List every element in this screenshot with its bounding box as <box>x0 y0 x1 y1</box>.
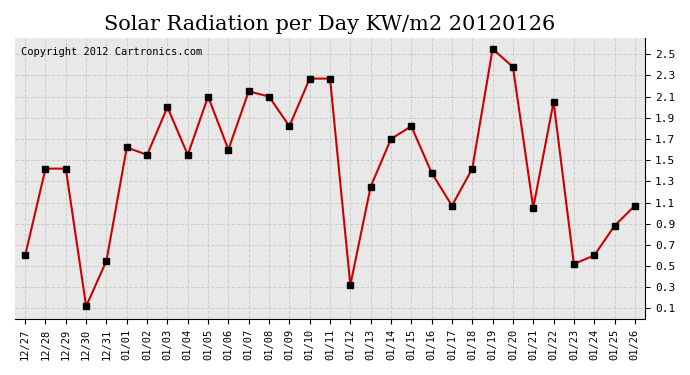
Text: Copyright 2012 Cartronics.com: Copyright 2012 Cartronics.com <box>21 47 203 57</box>
Title: Solar Radiation per Day KW/m2 20120126: Solar Radiation per Day KW/m2 20120126 <box>104 15 555 34</box>
